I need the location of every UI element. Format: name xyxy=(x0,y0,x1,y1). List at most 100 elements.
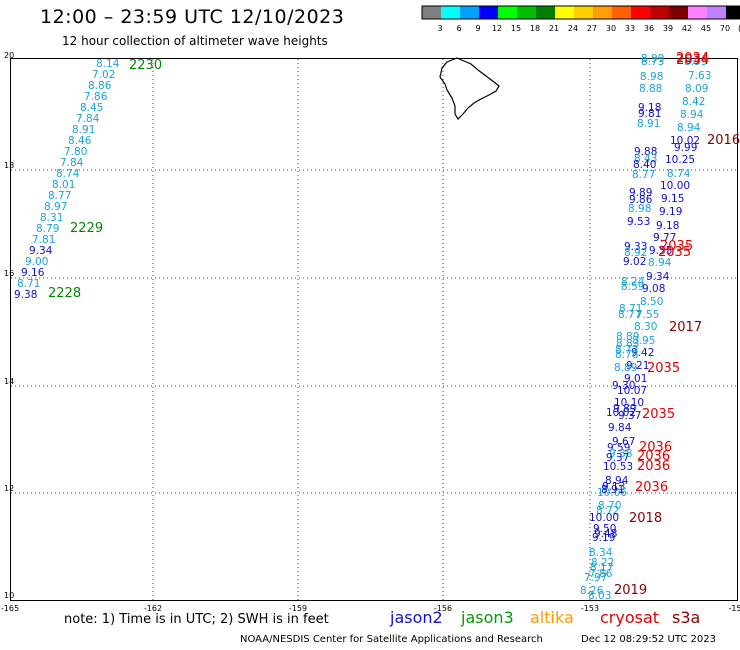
wave-height-label: 9.34 xyxy=(646,271,670,283)
wave-height-label: 9.15 xyxy=(661,193,684,205)
wave-height-label: 8.30 xyxy=(634,321,657,333)
colorbar-tick-label: 33 xyxy=(625,24,635,33)
wave-height-label: 7.81 xyxy=(32,234,55,246)
colorbar-tick-label: 30 xyxy=(606,24,616,33)
wave-height-label: 8.31 xyxy=(40,212,63,224)
wave-height-label: 9.13 xyxy=(602,481,625,493)
colorbar-tick-label: 27 xyxy=(587,24,597,33)
wave-height-label: 8.91 xyxy=(637,118,660,130)
wave-height-label: 8.97 xyxy=(44,201,67,213)
x-tick-label: -156 xyxy=(434,604,452,613)
wave-height-label: 8.70 xyxy=(598,500,621,512)
wave-height-label: 10.02 xyxy=(606,407,636,419)
wave-height-label: 8.77 xyxy=(48,190,71,202)
wave-height-label: 9.19 xyxy=(592,532,615,544)
colorbar-swatch xyxy=(593,6,612,19)
wave-height-label: 7.97 xyxy=(584,572,607,584)
wave-height-label: 8.74 xyxy=(667,168,691,180)
colorbar-swatch xyxy=(650,6,669,19)
wave-height-label: 8.26 xyxy=(580,585,604,597)
colorbar-tick-label: 36 xyxy=(644,24,654,33)
pass-time-label: 2035 xyxy=(647,361,680,376)
wave-height-label: 7.80 xyxy=(64,146,87,158)
y-tick-label: 12 xyxy=(4,484,14,493)
wave-height-label: 7.55 xyxy=(636,309,659,321)
wave-height-label: 8.99 xyxy=(684,56,707,68)
x-tick-label: -15 xyxy=(728,604,740,613)
wave-height-label: 9.59 xyxy=(607,442,630,454)
wave-height-label: 9.21 xyxy=(626,360,649,372)
wave-height-label: 9.19 xyxy=(659,206,682,218)
pass-time-label: 2230 xyxy=(129,58,162,73)
y-tick-label: 18 xyxy=(4,161,14,170)
y-tick-label: 10 xyxy=(4,591,14,600)
legend-altika: altika xyxy=(530,608,574,627)
wave-height-label: 8.73 xyxy=(641,56,664,68)
wave-height-label: 8.45 xyxy=(80,102,103,114)
x-tick-label: -162 xyxy=(144,604,162,613)
wave-height-label: 9.77 xyxy=(653,232,676,244)
wave-height-label: 9.01 xyxy=(624,373,647,385)
colorbar-tick-label: 3 xyxy=(437,24,442,33)
wave-height-label: 8.42 xyxy=(682,96,705,108)
colorbar-swatch xyxy=(726,6,740,19)
pass-time-label: 2016 xyxy=(707,133,740,148)
wave-height-label: 8.98 xyxy=(628,203,651,215)
wave-height-label: 9.37 xyxy=(606,452,629,464)
colorbar-swatch xyxy=(422,6,441,19)
legend-s3a: s3a xyxy=(672,608,701,627)
colorbar-swatch xyxy=(612,6,631,19)
wave-height-label: 8.14 xyxy=(96,58,120,70)
wave-height-label: 8.74 xyxy=(56,168,80,180)
wave-height-label: 9.38 xyxy=(14,289,37,301)
wave-height-label: 8.94 xyxy=(677,122,701,134)
wave-height-label: 10.00 xyxy=(660,180,690,192)
colorbar-tick-label: 21 xyxy=(549,24,559,33)
wave-height-label: 8.79 xyxy=(36,223,59,235)
wave-height-label: 8.24 xyxy=(621,276,645,288)
wave-height-label: 10.25 xyxy=(665,154,695,166)
colorbar-swatch xyxy=(498,6,517,19)
wave-height-label: 9.42 xyxy=(631,347,654,359)
wave-height-label: 8.34 xyxy=(589,547,613,559)
x-tick-label: -153 xyxy=(581,604,599,613)
y-tick-label: 20 xyxy=(4,51,14,60)
legend-jason2: jason2 xyxy=(390,608,443,627)
wave-height-label: 8.46 xyxy=(68,135,92,147)
wave-height-label: 8.91 xyxy=(601,484,624,496)
colorbar-swatch xyxy=(517,6,536,19)
grid-lines xyxy=(11,59,737,600)
wave-height-label: 10.02 xyxy=(670,135,700,147)
wave-height-label: 9.18 xyxy=(656,220,679,232)
wave-height-label: 10.06 xyxy=(597,487,627,499)
wave-height-label: 8.89 xyxy=(616,331,639,343)
note-text: note: 1) Time is in UTC; 2) SWH is in fe… xyxy=(64,612,329,627)
colorbar-tick-label: 12 xyxy=(492,24,502,33)
wave-height-label: 7.86 xyxy=(589,568,613,580)
hawaii-island-coastline xyxy=(439,57,500,120)
wave-height-label: 8.72 xyxy=(615,344,638,356)
y-tick-label: 16 xyxy=(4,269,14,278)
wave-height-label: 9.50 xyxy=(593,523,616,535)
page-subtitle: 12 hour collection of altimeter wave hei… xyxy=(62,34,328,48)
wave-height-label: 8.91 xyxy=(72,124,95,136)
y-tick-label: 14 xyxy=(4,377,14,386)
pass-time-label: 2034 xyxy=(676,51,709,66)
wave-height-label: 9.33 xyxy=(624,241,647,253)
colorbar-tick-label: (ft) xyxy=(738,24,740,33)
x-tick-label: -159 xyxy=(289,604,307,613)
colorbar-tick-label: 24 xyxy=(568,24,578,33)
plot-border xyxy=(10,58,738,601)
wave-height-label: 8.72 xyxy=(596,505,619,517)
legend-cryosat: cryosat xyxy=(600,608,660,627)
wave-height-label: 10.07 xyxy=(617,385,647,397)
wave-height-label: 9.38 xyxy=(609,448,632,460)
colorbar-tick-label: 45 xyxy=(701,24,711,33)
wave-height-label: 8.95 xyxy=(632,335,655,347)
wave-height-label: 8.40 xyxy=(633,159,656,171)
wave-height-label: 9.00 xyxy=(25,256,48,268)
wave-height-label: 9.84 xyxy=(608,422,632,434)
wave-height-label: 10.00 xyxy=(589,512,619,524)
